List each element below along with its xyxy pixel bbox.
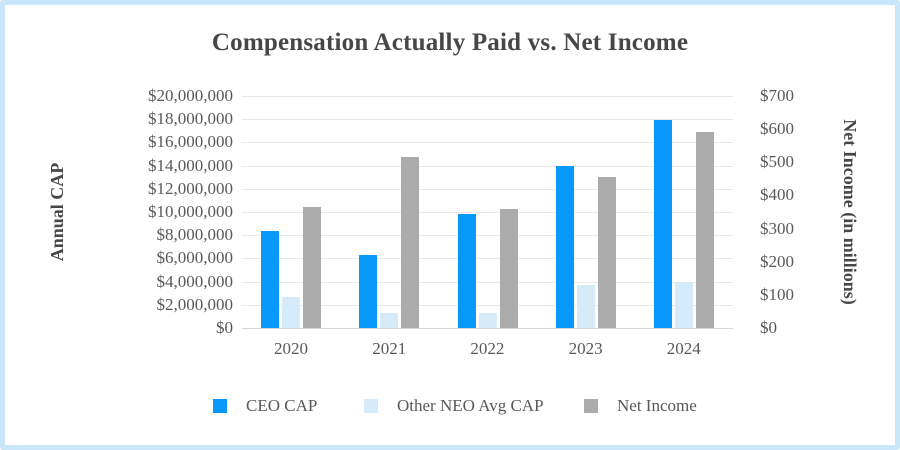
left-axis-tick-label: $20,000,000 <box>148 86 233 105</box>
x-axis-label-2020: 2020 <box>274 339 308 358</box>
bar-ceo-cap-2024 <box>653 120 672 328</box>
right-axis-tick-label: $700 <box>760 86 794 105</box>
bar-other-neo-avg-cap-2023 <box>576 285 595 328</box>
gridline <box>242 96 733 97</box>
bar-net-income-2022 <box>499 208 518 328</box>
bar-other-neo-avg-cap-2020 <box>282 296 301 328</box>
legend-swatch-other-neo-avg-cap <box>364 399 378 413</box>
left-axis-ticks: $20,000,000 $18,000,000 $16,000,000 $14,000… <box>97 5 233 445</box>
bar-ceo-cap-2022 <box>457 214 476 328</box>
bar-net-income-2021 <box>401 157 420 328</box>
legend-label-other-neo-avg-cap: Other NEO Avg CAP <box>397 396 544 415</box>
right-axis-tick-label: $600 <box>760 119 794 139</box>
left-axis-tick-label: $14,000,000 <box>148 155 233 175</box>
gridline <box>242 258 733 260</box>
gridline <box>242 142 733 144</box>
legend-swatch-net-income <box>584 399 598 413</box>
right-axis-tick-label: $0 <box>760 318 777 337</box>
bar-ceo-cap-2020 <box>261 230 280 328</box>
x-axis-label-2021: 2021 <box>372 339 407 358</box>
bar-other-neo-avg-cap-2022 <box>478 312 497 328</box>
right-axis-tick-label: $400 <box>760 185 794 205</box>
right-axis-tick-label: $200 <box>760 251 794 271</box>
bar-net-income-2024 <box>695 132 714 328</box>
gridline <box>242 188 733 190</box>
legend-item-net-income: Net Income <box>584 396 697 416</box>
left-axis-tick-label: $6,000,000 <box>156 248 234 268</box>
right-axis-tick-label: $100 <box>760 284 794 304</box>
right-axis-tick-label: $300 <box>760 218 794 238</box>
legend-item-ceo-cap: CEO CAP <box>213 396 317 416</box>
right-axis-tick-label: $500 <box>760 152 794 172</box>
x-axis-label-2023: 2023 <box>568 339 603 358</box>
bar-net-income-2020 <box>303 207 322 328</box>
bar-other-neo-avg-cap-2024 <box>674 281 693 328</box>
right-axis-ticks: $700 $600 $500 $400 $300 $200 $100 $0 <box>760 5 840 445</box>
left-axis-tick-label: $2,000,000 <box>156 294 234 314</box>
gridline <box>242 119 733 121</box>
legend-label-ceo-cap: CEO CAP <box>246 396 318 415</box>
legend-item-other-neo-avg-cap: Other NEO Avg CAP <box>364 396 544 416</box>
left-axis-tick-label: $8,000,000 <box>156 225 234 245</box>
left-axis-tick-label: $10,000,000 <box>148 202 233 221</box>
bar-ceo-cap-2021 <box>359 254 378 328</box>
gridline <box>242 281 733 283</box>
left-axis-title: Annual CAP <box>47 162 67 262</box>
left-axis-tick-label: $12,000,000 <box>148 178 233 198</box>
gridline <box>242 304 733 306</box>
legend-label-net-income: Net Income <box>617 396 697 415</box>
left-axis-tick-label: $16,000,000 <box>148 132 233 152</box>
chart-title: Compensation Actually Paid vs. Net Incom… <box>211 29 689 56</box>
gridline <box>242 212 733 213</box>
plot-area <box>242 96 733 329</box>
legend: CEO CAP Other NEO Avg CAP Net Income <box>5 396 895 416</box>
x-axis-label-2022: 2022 <box>470 339 505 358</box>
x-axis-label-2024: 2024 <box>666 339 701 358</box>
right-axis-title: Net Income (in millions) <box>840 119 860 305</box>
x-axis-labels: 2020 2021 2022 2023 2024 <box>242 339 733 361</box>
legend-swatch-ceo-cap <box>213 399 227 413</box>
bar-net-income-2023 <box>597 177 616 328</box>
x-axis-line <box>242 328 733 329</box>
left-axis-tick-label: $4,000,000 <box>156 271 234 291</box>
gridline <box>242 235 733 237</box>
bar-ceo-cap-2023 <box>555 165 574 328</box>
gridline <box>242 165 733 167</box>
bar-other-neo-avg-cap-2021 <box>380 312 399 328</box>
left-axis-tick-label: $0 <box>216 318 233 337</box>
left-axis-tick-label: $18,000,000 <box>148 109 233 129</box>
